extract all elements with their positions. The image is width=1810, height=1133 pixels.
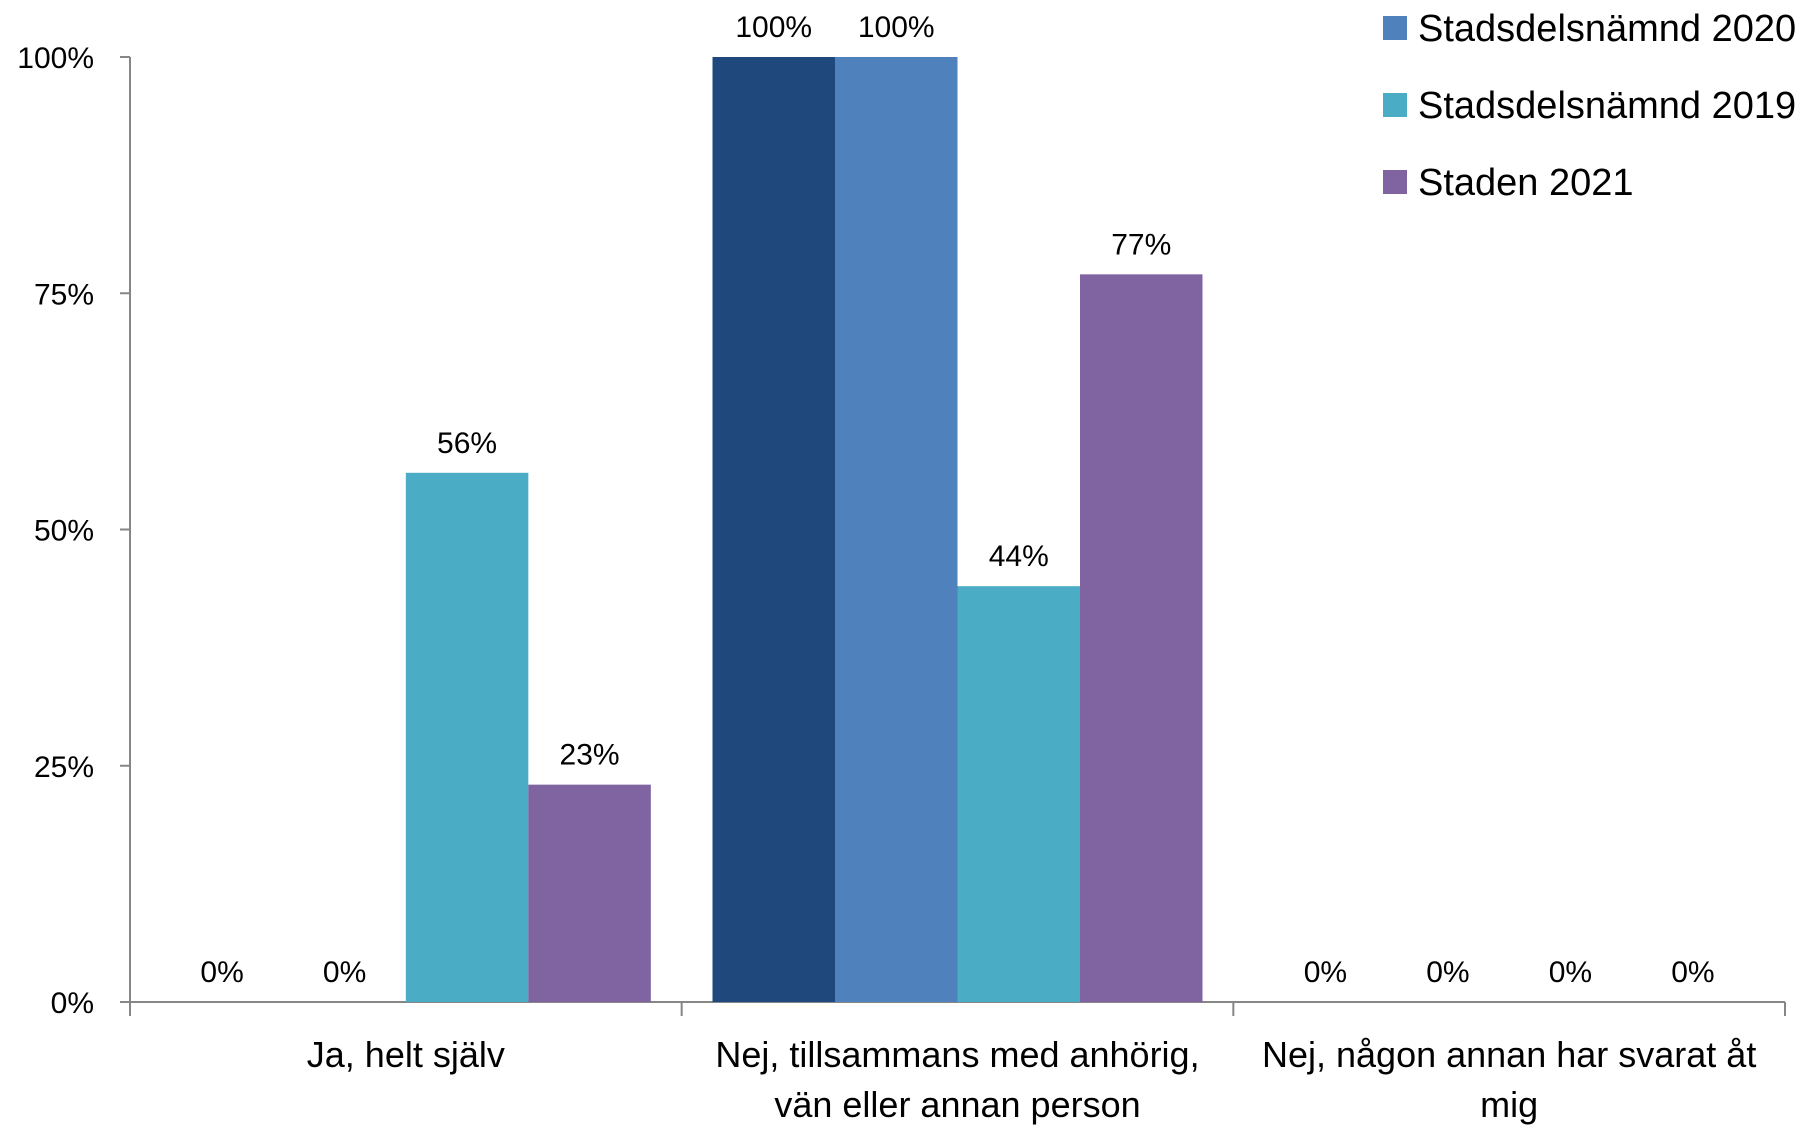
data-label: 44% [989, 540, 1049, 573]
data-label: 77% [1111, 228, 1171, 261]
bar [835, 57, 958, 1002]
y-tick-label: 25% [34, 751, 94, 784]
data-label: 56% [437, 427, 497, 460]
data-label: 0% [1671, 956, 1714, 989]
legend-swatch [1383, 16, 1407, 40]
data-label: 100% [735, 11, 812, 44]
data-label: 0% [1304, 956, 1347, 989]
bar [528, 784, 651, 1002]
legend-label: Staden 2021 [1418, 162, 1634, 204]
x-category-label: Ja, helt själv [307, 1034, 505, 1075]
x-category-label: vän eller annan person [774, 1084, 1140, 1125]
y-tick-label: 75% [34, 278, 94, 311]
bar [712, 57, 835, 1002]
x-category-label: mig [1480, 1084, 1538, 1125]
legend-label: Stadsdelsnämnd 2019 [1418, 85, 1796, 127]
y-tick-label: 50% [34, 515, 94, 548]
legend-swatch [1383, 170, 1407, 194]
data-label: 0% [200, 956, 243, 989]
bar [957, 586, 1080, 1002]
y-tick-label: 0% [51, 987, 94, 1020]
x-category-label: Nej, tillsammans med anhörig, [715, 1034, 1199, 1075]
y-tick-label: 100% [17, 42, 94, 75]
x-category-label: Nej, någon annan har svarat åt [1262, 1034, 1756, 1075]
data-label: 100% [858, 11, 935, 44]
legend-swatch [1383, 93, 1407, 117]
data-label: 23% [560, 739, 620, 772]
bar [1080, 274, 1203, 1003]
bar [405, 472, 529, 1002]
data-label: 0% [323, 956, 366, 989]
data-label: 0% [1426, 956, 1469, 989]
legend-label: Stadsdelsnämnd 2020 [1418, 8, 1796, 50]
data-label: 0% [1549, 956, 1592, 989]
